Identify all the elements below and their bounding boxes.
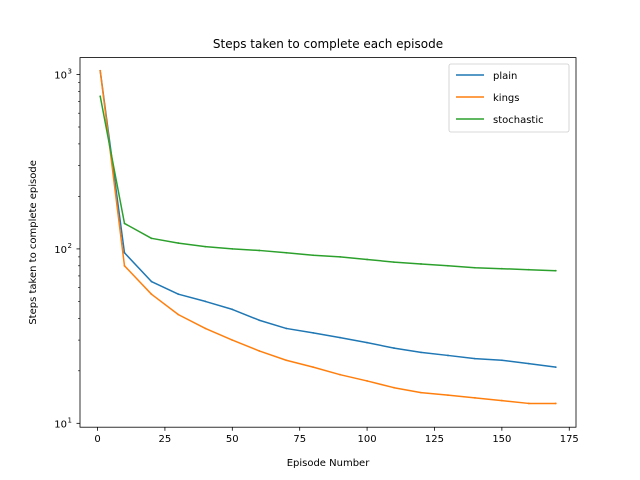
legend-label-stochastic: stochastic [493,115,544,126]
data-point-kings [204,327,207,330]
data-point-kings [231,339,234,341]
y-tick-label: 10 [54,71,67,82]
x-tick-label: 0 [94,434,100,445]
y-tick-exponent: 3 [68,68,72,76]
data-point-kings [123,264,126,267]
data-point-stochastic [312,254,315,257]
data-point-stochastic [123,222,126,225]
data-point-stochastic [339,255,342,258]
series-line-plain [99,70,556,368]
data-point-stochastic [500,267,503,270]
data-point-plain [554,366,557,369]
y-tick-exponent: 1 [68,416,72,424]
x-tick-label: 150 [492,434,511,445]
data-point-kings [99,69,102,72]
x-tick-label: 50 [226,434,239,445]
data-point-plain [474,357,476,360]
data-point-stochastic [366,258,368,261]
data-point-stochastic [393,261,395,264]
chart-title: Steps taken to complete each episode [213,37,443,51]
data-point-plain [366,341,368,344]
data-point-stochastic [447,264,449,267]
data-point-plain [285,327,288,330]
x-tick-label: 75 [293,434,306,445]
data-point-stochastic [150,237,153,240]
data-point-kings [177,313,180,316]
y-axis-label: Steps taken to complete episode [28,160,39,325]
y-tick-exponent: 2 [68,242,72,250]
legend-box [448,63,570,133]
plot-frame [79,57,577,428]
data-point-kings [150,293,153,296]
data-point-stochastic [258,249,261,252]
y-tick-label: 10 [54,245,67,256]
data-point-kings [285,359,288,362]
data-point-plain [393,347,395,349]
series-layer [99,69,557,405]
data-point-kings [312,366,315,369]
data-point-stochastic [527,268,530,271]
data-point-stochastic [474,266,476,269]
data-point-plain [420,351,422,354]
y-tick-label: 10 [54,419,67,430]
data-point-plain [204,300,207,303]
x-axis-label: Episode Number [287,458,371,469]
data-point-kings [258,350,261,352]
data-point-stochastic [177,242,180,244]
data-point-kings [339,373,342,376]
series-line-kings [99,70,556,405]
data-point-kings [554,402,557,405]
x-tick-label: 175 [560,434,579,445]
x-ticks: 0 25 50 75 100 125 150 175 [94,427,579,445]
data-point-kings [447,394,449,397]
data-point-kings [474,396,476,399]
x-tick-label: 125 [425,434,444,445]
x-tick-label: 100 [358,434,377,445]
data-point-stochastic [554,269,557,272]
data-point-stochastic [204,245,207,248]
data-point-kings [500,399,503,402]
data-point-stochastic [285,251,288,254]
data-point-plain [150,280,153,283]
x-tick-label: 25 [159,434,172,445]
data-point-plain [339,336,342,339]
data-point-plain [177,293,180,296]
data-point-plain [231,308,234,311]
data-point-plain [312,331,315,334]
data-point-stochastic [231,248,234,250]
data-point-stochastic [99,95,102,98]
data-point-plain [258,319,261,322]
data-point-plain [123,251,126,254]
data-point-plain [527,362,530,365]
legend-label-kings: kings [493,93,519,104]
data-point-kings [527,402,530,405]
data-point-plain [447,354,449,357]
data-point-kings [366,380,368,382]
series-line-stochastic [99,96,556,272]
data-point-stochastic [420,263,422,265]
legend: plain kings stochastic [448,63,570,133]
data-point-kings [393,386,395,389]
data-point-kings [420,391,422,394]
data-point-plain [500,359,503,362]
legend-label-plain: plain [493,71,517,82]
